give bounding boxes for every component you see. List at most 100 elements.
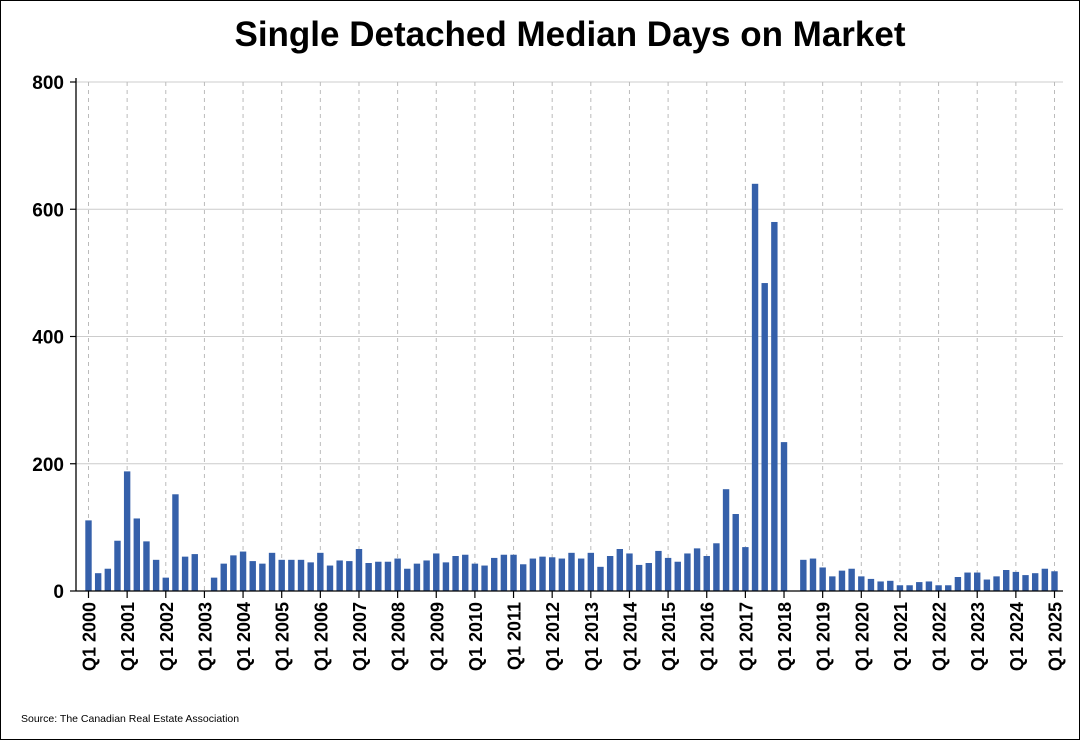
bar — [558, 558, 566, 591]
bar — [916, 582, 923, 591]
bar — [152, 559, 160, 591]
bar — [906, 585, 913, 591]
x-tick-label: Q1 2025 — [1046, 602, 1066, 671]
bar — [452, 556, 459, 591]
x-tick-label: Q1 2010 — [466, 602, 486, 671]
bar — [935, 585, 942, 591]
bar — [896, 585, 904, 591]
bar — [210, 577, 218, 591]
y-tick-label: 800 — [32, 73, 64, 94]
bar — [858, 576, 865, 591]
bar — [1012, 571, 1020, 591]
bar — [230, 555, 237, 591]
x-tick-label: Q1 2006 — [311, 602, 331, 671]
bar — [326, 565, 334, 591]
bar — [800, 559, 807, 591]
x-tick-label: Q1 2000 — [80, 602, 100, 671]
bar — [597, 566, 604, 591]
bar — [249, 561, 256, 591]
bar — [964, 572, 971, 591]
x-tick-label: Q1 2015 — [659, 602, 679, 671]
bar — [539, 556, 546, 591]
source-note: Source: The Canadian Real Estate Associa… — [21, 713, 240, 725]
bar — [587, 552, 595, 591]
bar — [655, 550, 662, 591]
x-tick-label: Q1 2023 — [968, 602, 988, 671]
bar — [259, 563, 266, 591]
y-tick-label: 0 — [53, 582, 64, 603]
bar — [1041, 568, 1049, 591]
bar — [394, 558, 401, 591]
bar — [1022, 575, 1029, 591]
bar — [829, 576, 836, 591]
bar — [713, 543, 720, 591]
x-tick-label: Q1 2005 — [273, 602, 293, 671]
bar — [1003, 570, 1010, 591]
x-tick-label: Q1 2024 — [1007, 602, 1027, 671]
bar — [239, 551, 247, 591]
x-tick-label: Q1 2002 — [157, 602, 177, 671]
bar — [471, 563, 479, 591]
bar — [819, 567, 826, 591]
bar — [809, 558, 817, 591]
bar — [529, 558, 537, 591]
x-tick-label: Q1 2007 — [350, 602, 370, 671]
bar — [481, 565, 488, 591]
y-tick-label: 600 — [32, 200, 64, 221]
bar — [664, 557, 672, 591]
bar — [838, 570, 846, 591]
bar — [703, 556, 710, 591]
x-tick-label: Q1 2011 — [505, 602, 525, 670]
bar — [674, 561, 681, 591]
bar — [983, 579, 991, 591]
x-tick-label: Q1 2017 — [736, 602, 756, 671]
bar — [993, 576, 1000, 591]
x-tick-label: Q1 2021 — [891, 602, 911, 671]
axis-layer: 0 200 400 600 800 Q1 2000 Q1 2001 Q1 2002 Q1 200… — [32, 73, 1065, 671]
bar — [220, 563, 227, 591]
bar — [181, 556, 189, 591]
bar — [722, 489, 730, 591]
bar — [945, 585, 952, 591]
x-tick-label: Q1 2016 — [698, 602, 718, 671]
bar — [104, 568, 112, 591]
x-tick-label: Q1 2008 — [389, 602, 409, 671]
bar — [297, 559, 305, 591]
bar — [162, 577, 169, 591]
bar — [172, 494, 179, 591]
bar — [462, 554, 469, 591]
bar — [732, 514, 739, 591]
bar — [684, 553, 691, 591]
bar — [404, 568, 411, 591]
chart-title: Single Detached Median Days on Market — [234, 15, 906, 54]
bar — [771, 221, 778, 591]
bar — [974, 572, 981, 591]
bar — [510, 554, 517, 591]
grid-layer — [76, 81, 1063, 591]
bar — [635, 564, 643, 591]
bar — [577, 558, 585, 591]
bar — [761, 283, 768, 591]
bar — [925, 581, 933, 591]
bar — [693, 548, 701, 591]
bar — [442, 562, 450, 591]
x-tick-label: Q1 2018 — [775, 602, 795, 671]
bar — [742, 547, 749, 591]
bar — [288, 559, 295, 591]
x-tick-label: Q1 2003 — [195, 602, 215, 671]
bar — [307, 562, 314, 591]
y-tick-label: 200 — [32, 455, 64, 476]
bar — [268, 552, 276, 591]
x-tick-label: Q1 2022 — [930, 602, 950, 671]
bar — [877, 581, 884, 591]
bar — [346, 561, 353, 591]
bar — [626, 553, 633, 591]
bar — [423, 560, 430, 591]
x-tick-label: Q1 2004 — [234, 602, 254, 671]
bar — [278, 559, 285, 591]
bar — [500, 554, 508, 591]
x-tick-label: Q1 2014 — [620, 602, 640, 671]
bar — [780, 442, 788, 591]
